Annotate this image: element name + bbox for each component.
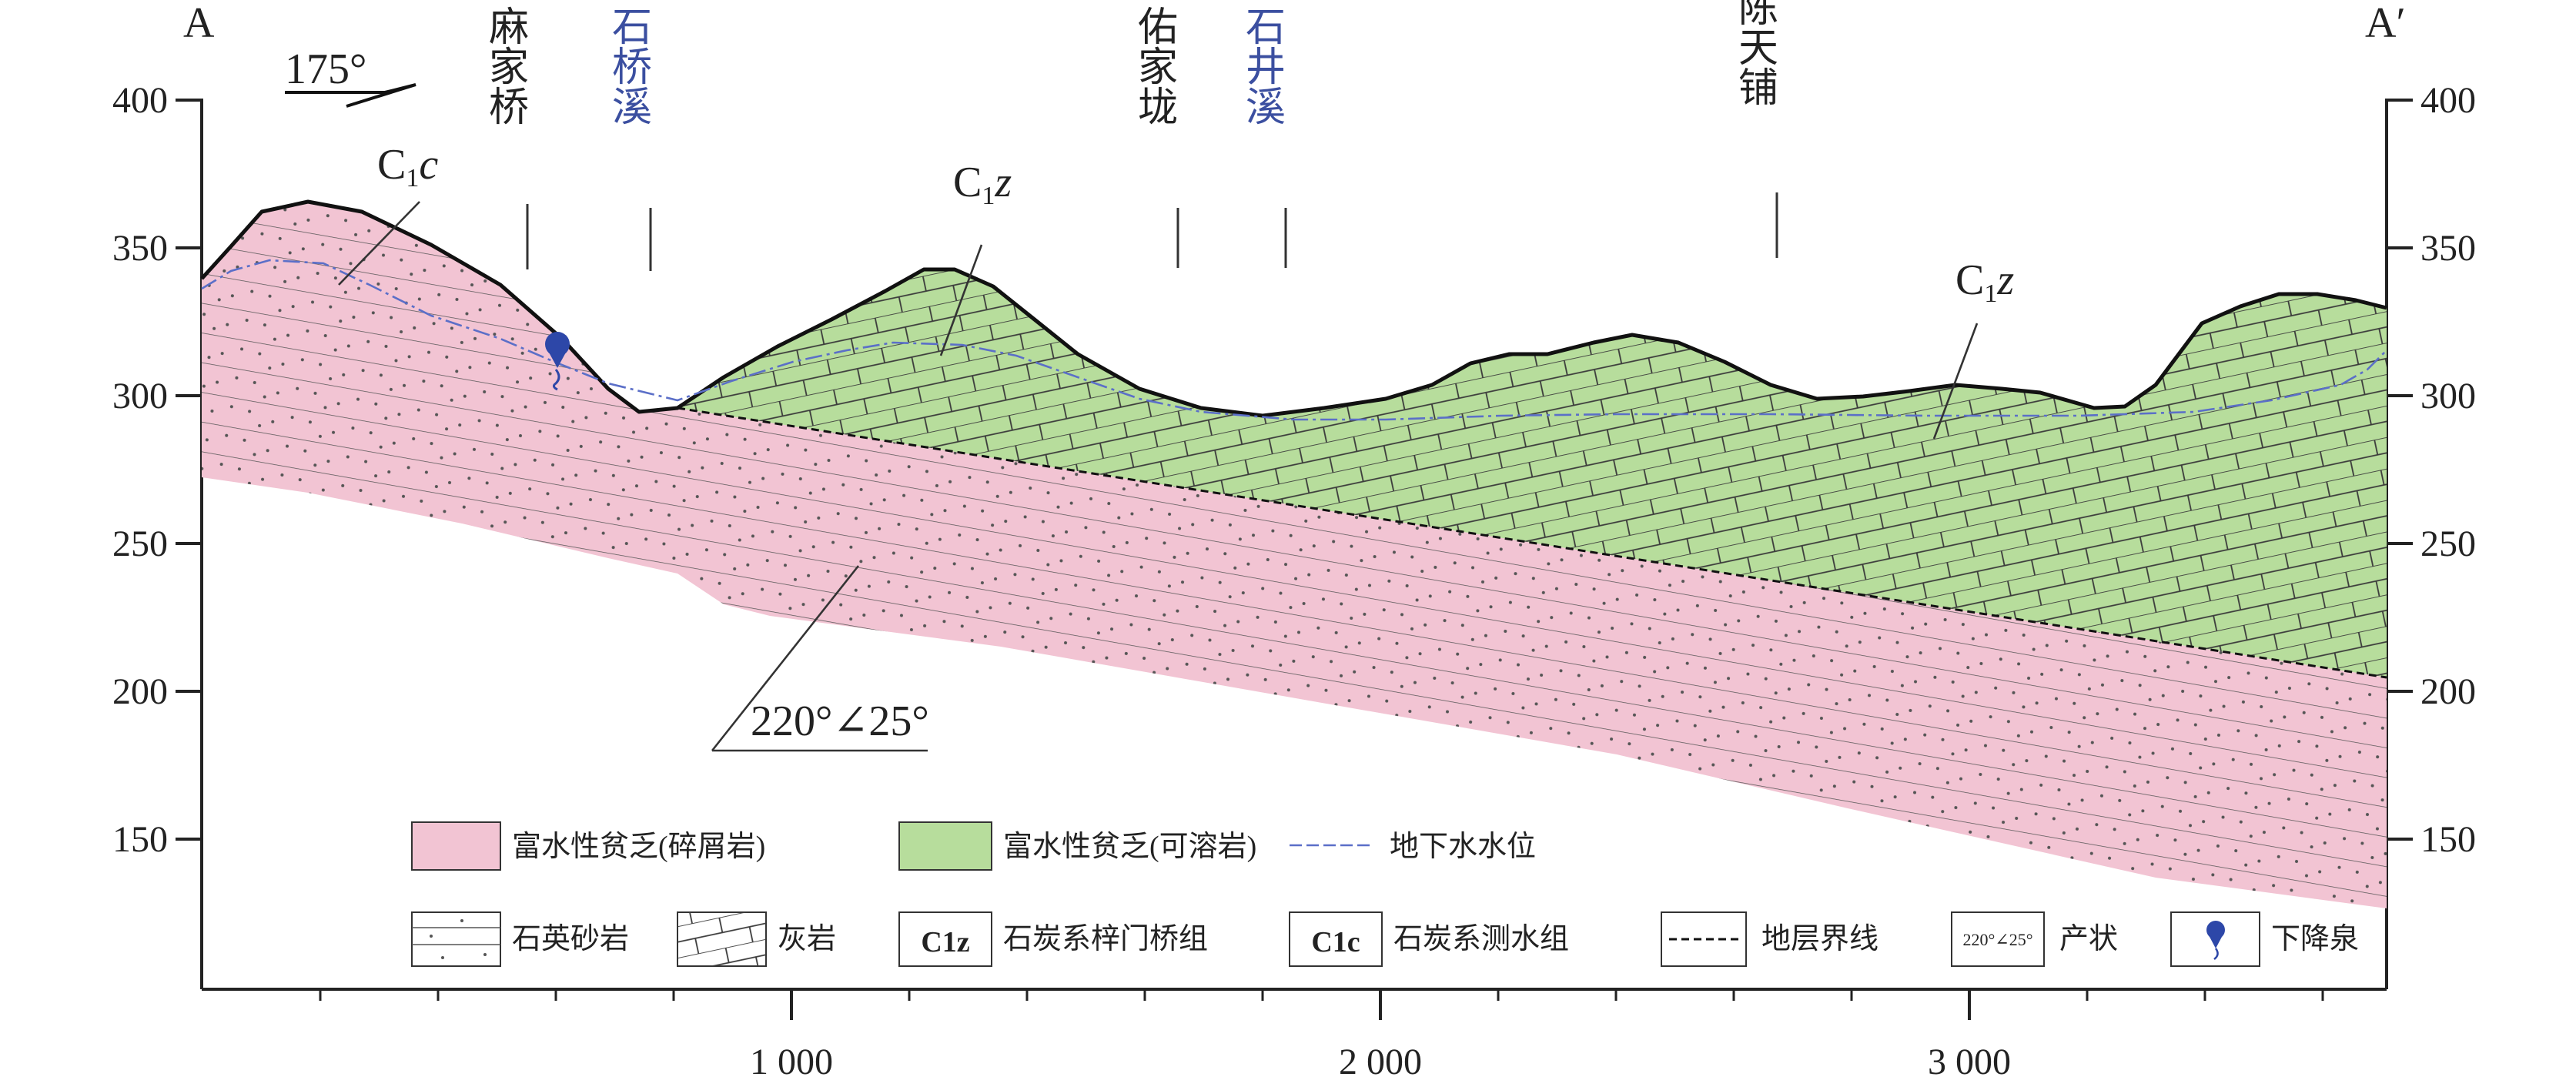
legend-clastic-label: 富水性贫乏(碎屑岩) xyxy=(512,831,765,863)
place-majiaqiao: 麻家桥 xyxy=(483,5,528,125)
y-tick-label: 250 xyxy=(112,523,168,564)
legend-clastic-swatch xyxy=(411,821,501,871)
legend-c1z-swatch xyxy=(898,911,992,967)
attitude-annotation: 220°∠25° xyxy=(711,565,929,752)
y-tick-labels-left: 400 350 300 250 200 150 xyxy=(112,80,168,860)
x-tick-marks xyxy=(319,989,2324,1020)
y-tick-labels-right: 400 350 300 250 200 150 xyxy=(2420,80,2476,860)
legend: 富水性贫乏(碎屑岩) 富水性贫乏(可溶岩) 地下水水位 石英砂岩 灰岩 C1z … xyxy=(411,821,2359,967)
legend-sandstone-swatch xyxy=(411,911,501,967)
formation-label-c1z-west: C1z xyxy=(939,159,1012,356)
section-end-label: A′ xyxy=(2365,0,2406,47)
x-tick-label: 1 000 xyxy=(750,1042,833,1082)
y-tick-label: 150 xyxy=(112,819,168,860)
legend-c1z-box-label: C1z xyxy=(921,926,969,958)
formation-boundary-line xyxy=(677,406,2387,679)
legend-attitude-box-label: 220°∠25° xyxy=(1962,930,2032,949)
formation-label-c1c: C1c xyxy=(338,141,438,286)
place-chentianpu: 陈天铺 xyxy=(1732,0,1778,106)
strike-label: 175° xyxy=(285,45,366,93)
legend-sandstone-label: 石英砂岩 xyxy=(512,923,629,955)
strike-symbol: 175° xyxy=(285,45,417,108)
legend-c1c-swatch xyxy=(1289,911,1383,967)
formation-label-c1z-east: C1z xyxy=(1932,256,2014,440)
x-tick-labels: 1 000 2 000 3 000 xyxy=(750,1042,2011,1082)
y-tick-label: 300 xyxy=(2420,376,2476,416)
legend-attitude-swatch xyxy=(1951,911,2045,967)
svg-text:C1z: C1z xyxy=(1955,256,2014,308)
attitude-label: 220°∠25° xyxy=(751,697,929,745)
legend-c1z-label: 石炭系梓门桥组 xyxy=(1003,923,1208,955)
legend-c1c-label: 石炭系测水组 xyxy=(1393,923,1569,955)
place-shijingxi: 石井溪 xyxy=(1239,5,1285,125)
legend-karst-label: 富水性贫乏(可溶岩) xyxy=(1003,831,1256,863)
y-tick-label: 250 xyxy=(2420,523,2476,564)
sandstone-hatch xyxy=(202,202,2387,908)
y-tick-label: 350 xyxy=(2420,228,2476,269)
legend-boundary-label: 地层界线 xyxy=(1761,923,1878,955)
svg-text:C1z: C1z xyxy=(953,159,1012,210)
legend-c1c-box-label: C1c xyxy=(1311,926,1360,958)
y-tick-label: 300 xyxy=(112,376,168,416)
legend-spring-label: 下降泉 xyxy=(2271,923,2359,955)
water-table-line xyxy=(201,259,2387,421)
legend-limestone-label: 灰岩 xyxy=(778,923,836,955)
section-start-label: A xyxy=(183,0,215,47)
legend-spring-swatch xyxy=(2170,911,2260,967)
y-tick-label: 350 xyxy=(112,228,168,269)
y-tick-marks xyxy=(176,99,2413,841)
legend-limestone-swatch xyxy=(677,911,767,967)
y-tick-label: 200 xyxy=(112,671,168,712)
x-tick-label: 3 000 xyxy=(1928,1042,2011,1082)
ground-surface xyxy=(200,199,2387,418)
x-tick-label: 2 000 xyxy=(1339,1042,1422,1082)
place-youjialong: 佑家垅 xyxy=(1132,5,1177,125)
y-tick-label: 400 xyxy=(2420,80,2476,121)
legend-water-table-label: 地下水水位 xyxy=(1390,831,1536,863)
legend-karst-swatch xyxy=(898,821,992,871)
legend-attitude-label: 产状 xyxy=(2059,923,2118,955)
y-tick-label: 200 xyxy=(2420,671,2476,712)
y-tick-label: 150 xyxy=(2420,819,2476,860)
spring-marker xyxy=(545,332,570,391)
svg-text:C1c: C1c xyxy=(377,141,438,192)
place-labels: 麻家桥 石桥溪 佑家垅 石井溪 陈天铺 xyxy=(483,0,1778,271)
place-shiqiaoxi: 石桥溪 xyxy=(606,5,651,125)
y-tick-label: 400 xyxy=(112,80,168,121)
